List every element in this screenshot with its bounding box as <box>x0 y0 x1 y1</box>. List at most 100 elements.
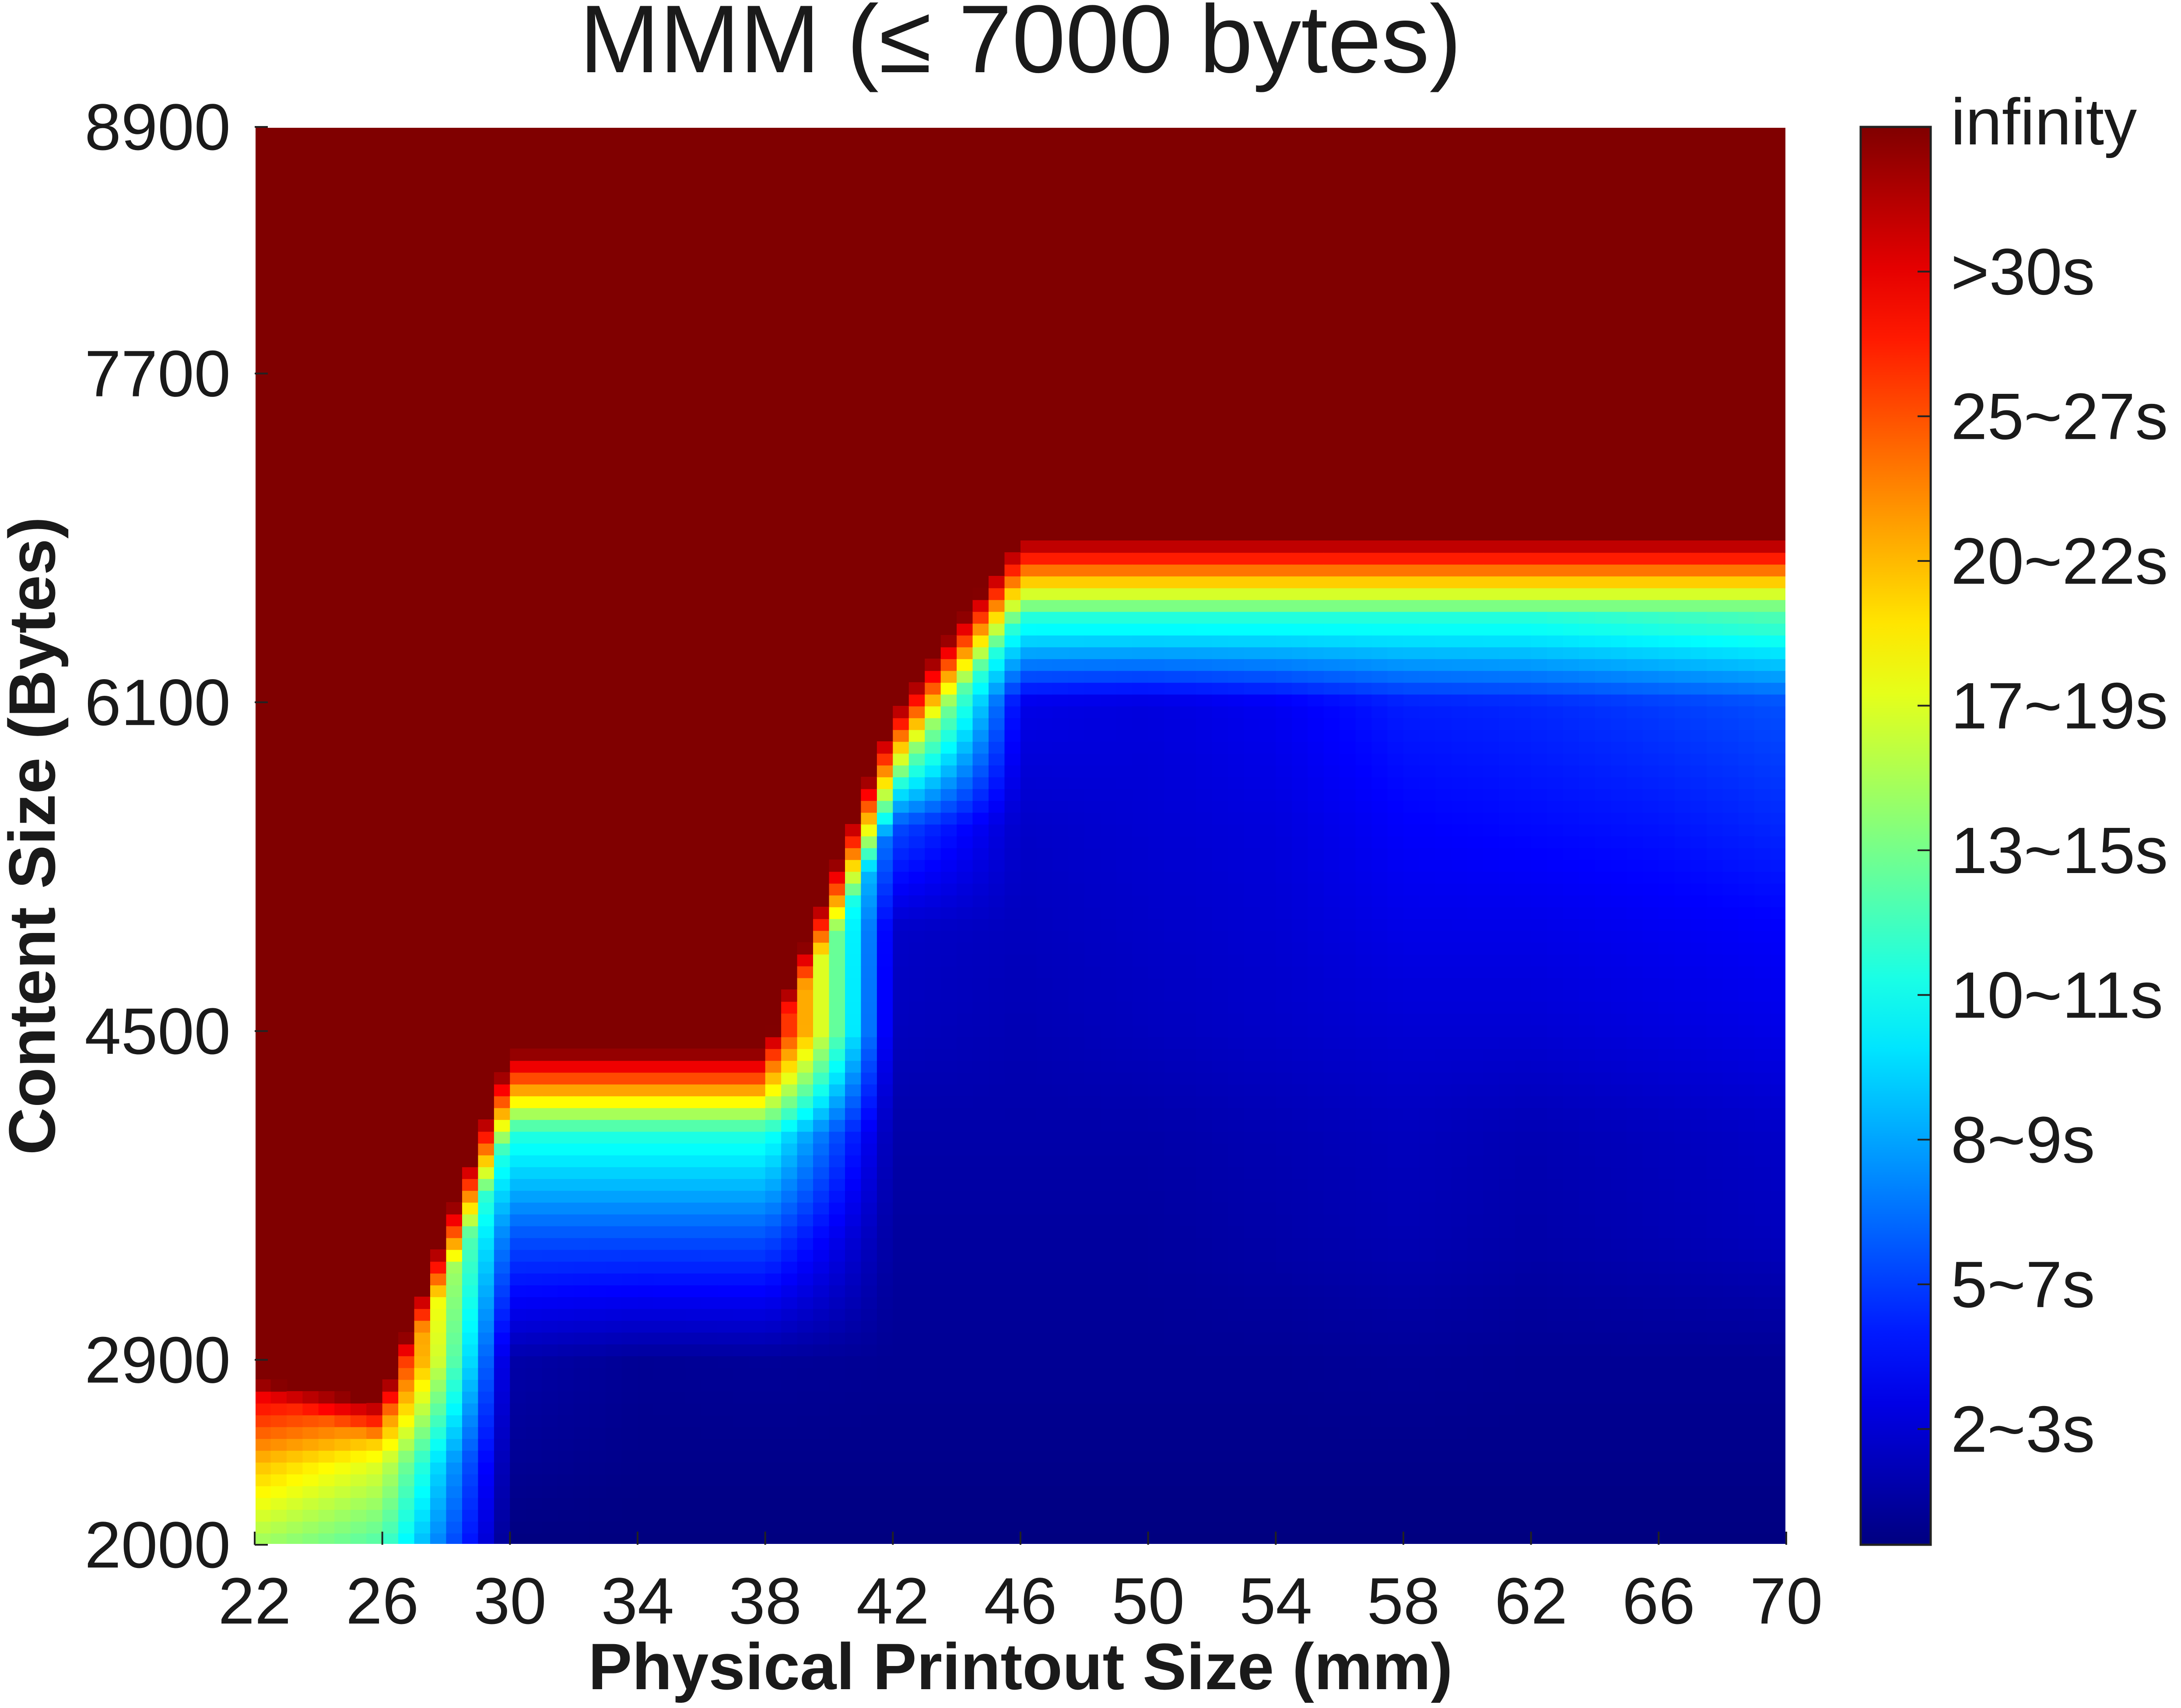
heatmap-cell <box>446 1509 463 1522</box>
heatmap-cell <box>574 1344 590 1357</box>
heatmap-cell <box>1148 1238 1165 1250</box>
heatmap-cell <box>1228 1533 1245 1545</box>
heatmap-cell <box>1355 895 1372 908</box>
heatmap-cell <box>1323 1025 1340 1038</box>
heatmap-cell <box>1339 1356 1356 1368</box>
heatmap-cell <box>1244 1427 1261 1439</box>
heatmap-cell <box>972 611 989 624</box>
heatmap-cell <box>1547 706 1564 719</box>
heatmap-cell <box>972 1143 989 1156</box>
heatmap-cell <box>989 777 1005 789</box>
heatmap-cell <box>1435 871 1452 884</box>
heatmap-cell <box>558 1379 575 1392</box>
heatmap-cell <box>1148 741 1165 754</box>
heatmap-cell <box>685 1190 702 1203</box>
heatmap-cell <box>1276 1155 1292 1168</box>
heatmap-cell <box>1371 907 1388 919</box>
heatmap-cell <box>733 1356 750 1368</box>
heatmap-cell <box>1355 576 1372 589</box>
heatmap-cell <box>638 1368 654 1380</box>
heatmap-cell <box>1276 1119 1292 1132</box>
heatmap-cell <box>893 1072 909 1085</box>
heatmap-cell <box>1403 1072 1420 1085</box>
heatmap-cell <box>1020 1025 1037 1038</box>
heatmap-cell <box>1228 1308 1245 1321</box>
heatmap-cell <box>989 836 1005 849</box>
heatmap-cell <box>861 1190 878 1203</box>
heatmap-cell <box>414 1533 431 1545</box>
heatmap-cell <box>1323 694 1340 707</box>
heatmap-cell <box>733 1297 750 1309</box>
heatmap-cell <box>1339 1261 1356 1274</box>
heatmap-cell <box>1339 1344 1356 1357</box>
heatmap-cell <box>1276 1427 1292 1439</box>
heatmap-cell <box>1084 1273 1101 1286</box>
heatmap-cell <box>1084 1474 1101 1487</box>
heatmap-cell <box>957 1143 973 1156</box>
heatmap-cell <box>1499 1049 1516 1061</box>
heatmap-cell <box>1276 824 1292 837</box>
heatmap-cell <box>1291 812 1308 825</box>
heatmap-cell <box>574 1509 590 1522</box>
heatmap-cell <box>1339 1249 1356 1262</box>
heatmap-cell <box>446 1332 463 1345</box>
heatmap-cell <box>334 1521 351 1534</box>
heatmap-cell <box>717 1273 734 1286</box>
heatmap-cell <box>1116 694 1133 707</box>
heatmap-cell <box>589 1202 607 1215</box>
heatmap-cell <box>1228 1037 1245 1049</box>
heatmap-cell <box>494 1415 511 1427</box>
heatmap-cell <box>1355 1379 1372 1392</box>
heatmap-cell <box>877 1238 894 1250</box>
heatmap-cell <box>1291 647 1308 659</box>
heatmap-cell <box>765 1037 782 1049</box>
heatmap-cell <box>877 1368 894 1380</box>
heatmap-cell <box>1052 1344 1069 1357</box>
heatmap-cell <box>1419 1226 1436 1238</box>
heatmap-cell <box>1244 694 1261 707</box>
heatmap-cell <box>1547 1297 1564 1309</box>
heatmap-cell <box>1052 1072 1069 1085</box>
heatmap-cell <box>972 1131 989 1144</box>
heatmap-cell <box>845 1238 862 1250</box>
heatmap-cell <box>1499 1344 1516 1357</box>
heatmap-cell <box>1451 1001 1468 1014</box>
heatmap-cell <box>1387 1356 1404 1368</box>
heatmap-cell <box>940 1356 957 1368</box>
heatmap-cell <box>1180 1438 1197 1451</box>
heatmap-cell <box>1515 1521 1532 1534</box>
heatmap-cell <box>1451 741 1468 754</box>
heatmap-cell <box>781 1001 798 1014</box>
heatmap-cell <box>1515 1108 1532 1120</box>
heatmap-cell <box>1483 1249 1500 1262</box>
heatmap-cell <box>877 883 894 896</box>
heatmap-cell <box>1323 1096 1340 1108</box>
heatmap-cell <box>1403 1202 1420 1215</box>
heatmap-cell <box>1180 1474 1197 1487</box>
heatmap-cell <box>1355 1403 1372 1416</box>
heatmap-cell <box>1180 600 1197 612</box>
heatmap-cell <box>1116 1025 1133 1038</box>
heatmap-cell <box>765 1498 782 1510</box>
heatmap-cell <box>957 1344 973 1357</box>
heatmap-cell <box>1148 1037 1165 1049</box>
heatmap-cell <box>1212 1084 1229 1097</box>
heatmap-cell <box>1499 552 1516 565</box>
heatmap-cell <box>781 1415 798 1427</box>
heatmap-cell <box>1515 600 1532 612</box>
heatmap-cell <box>1020 1226 1037 1238</box>
heatmap-cell <box>893 1462 909 1475</box>
heatmap-cell <box>1276 1474 1292 1487</box>
heatmap-cell <box>797 1108 814 1120</box>
heatmap-cell <box>877 1025 894 1038</box>
heatmap-cell <box>558 1238 575 1250</box>
heatmap-cell <box>749 1486 766 1498</box>
heatmap-cell <box>940 1167 957 1179</box>
heatmap-cell <box>1515 954 1532 967</box>
heatmap-cell <box>606 1249 622 1262</box>
heatmap-cell <box>1531 635 1548 648</box>
heatmap-cell <box>510 1438 526 1451</box>
heatmap-cell <box>382 1379 399 1392</box>
heatmap-cell <box>1180 1462 1197 1475</box>
heatmap-cell <box>940 978 957 990</box>
